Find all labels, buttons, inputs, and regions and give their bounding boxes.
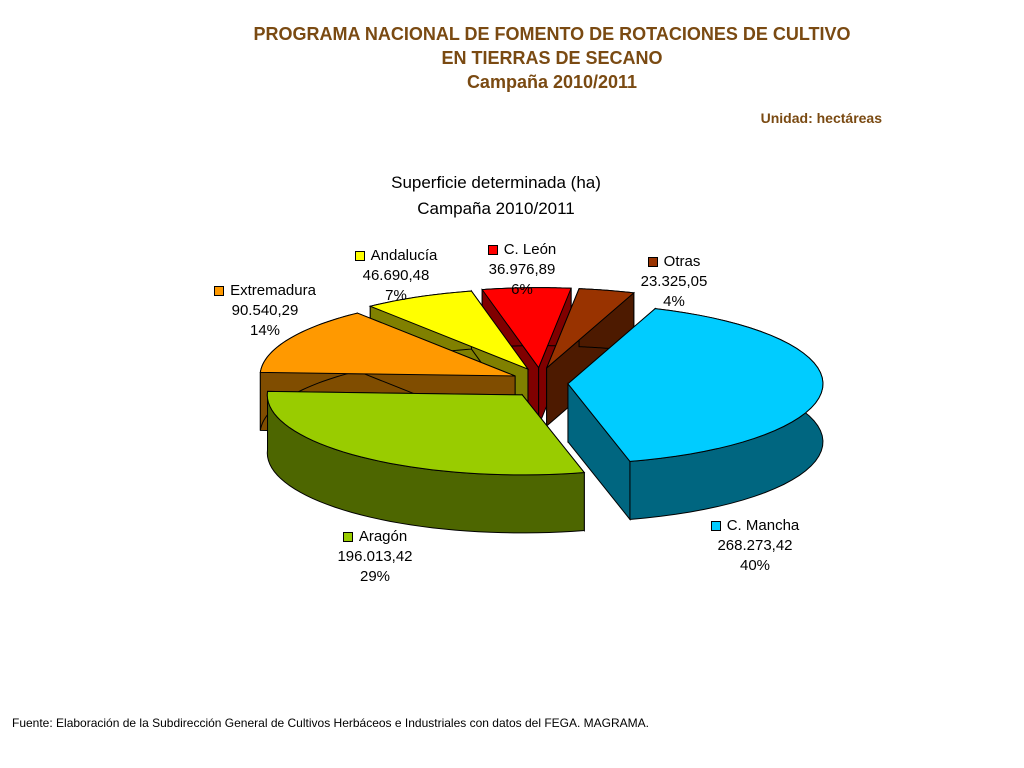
chart-title-line2: Campaña 2010/2011 — [417, 199, 575, 218]
swatch-extremadura — [214, 286, 225, 296]
label-name: C. León — [503, 241, 557, 258]
label-name: Otras — [663, 253, 701, 270]
slide-header: PROGRAMA NACIONAL DE FOMENTO DE ROTACION… — [0, 22, 1024, 94]
label-name: Andalucía — [370, 247, 438, 264]
swatch-aragon — [342, 532, 353, 542]
label-value: 46.690,48 — [362, 267, 430, 284]
source-footnote: Fuente: Elaboración de la Subdirección G… — [12, 716, 649, 730]
swatch-andalucia — [354, 251, 365, 261]
label-value: 90.540,29 — [231, 302, 299, 319]
label-name: C. Mancha — [726, 517, 800, 534]
label-pct: 14% — [249, 322, 281, 339]
chart-title-line1: Superficie determinada (ha) — [391, 173, 601, 192]
header-title-line1: PROGRAMA NACIONAL DE FOMENTO DE ROTACION… — [253, 24, 851, 44]
label-name: Aragón — [358, 528, 408, 545]
label-value: 23.325,05 — [640, 273, 708, 290]
swatch-otras — [647, 257, 658, 267]
chart-title: Superficie determinada (ha) Campaña 2010… — [290, 170, 702, 222]
pie-slice-arag-n — [266, 390, 586, 534]
swatch-cleon — [487, 245, 498, 255]
label-extremadura: Extremadura 90.540,29 14% — [200, 281, 330, 341]
label-aragon: Aragón 196.013,42 29% — [310, 527, 440, 587]
swatch-cmancha — [710, 521, 721, 531]
label-cleon: C. León 36.976,89 6% — [462, 240, 582, 300]
pie-slice-c-mancha — [567, 307, 824, 521]
label-pct: 7% — [385, 287, 407, 304]
label-value: 268.273,42 — [717, 537, 793, 554]
label-otras: Otras 23.325,05 4% — [614, 252, 734, 312]
header-title-line2: EN TIERRAS DE SECANO — [441, 48, 663, 68]
label-pct: 40% — [739, 557, 771, 574]
label-pct: 4% — [663, 293, 685, 310]
unit-label: Unidad: hectáreas — [760, 110, 882, 126]
label-cmancha: C. Mancha 268.273,42 40% — [685, 516, 825, 576]
label-pct: 6% — [511, 281, 533, 298]
header-title-line3: Campaña 2010/2011 — [466, 72, 638, 92]
label-andalucia: Andalucía 46.690,48 7% — [336, 246, 456, 306]
label-pct: 29% — [359, 568, 391, 585]
label-name: Extremadura — [230, 282, 316, 299]
label-value: 36.976,89 — [488, 261, 556, 278]
label-value: 196.013,42 — [337, 548, 413, 565]
